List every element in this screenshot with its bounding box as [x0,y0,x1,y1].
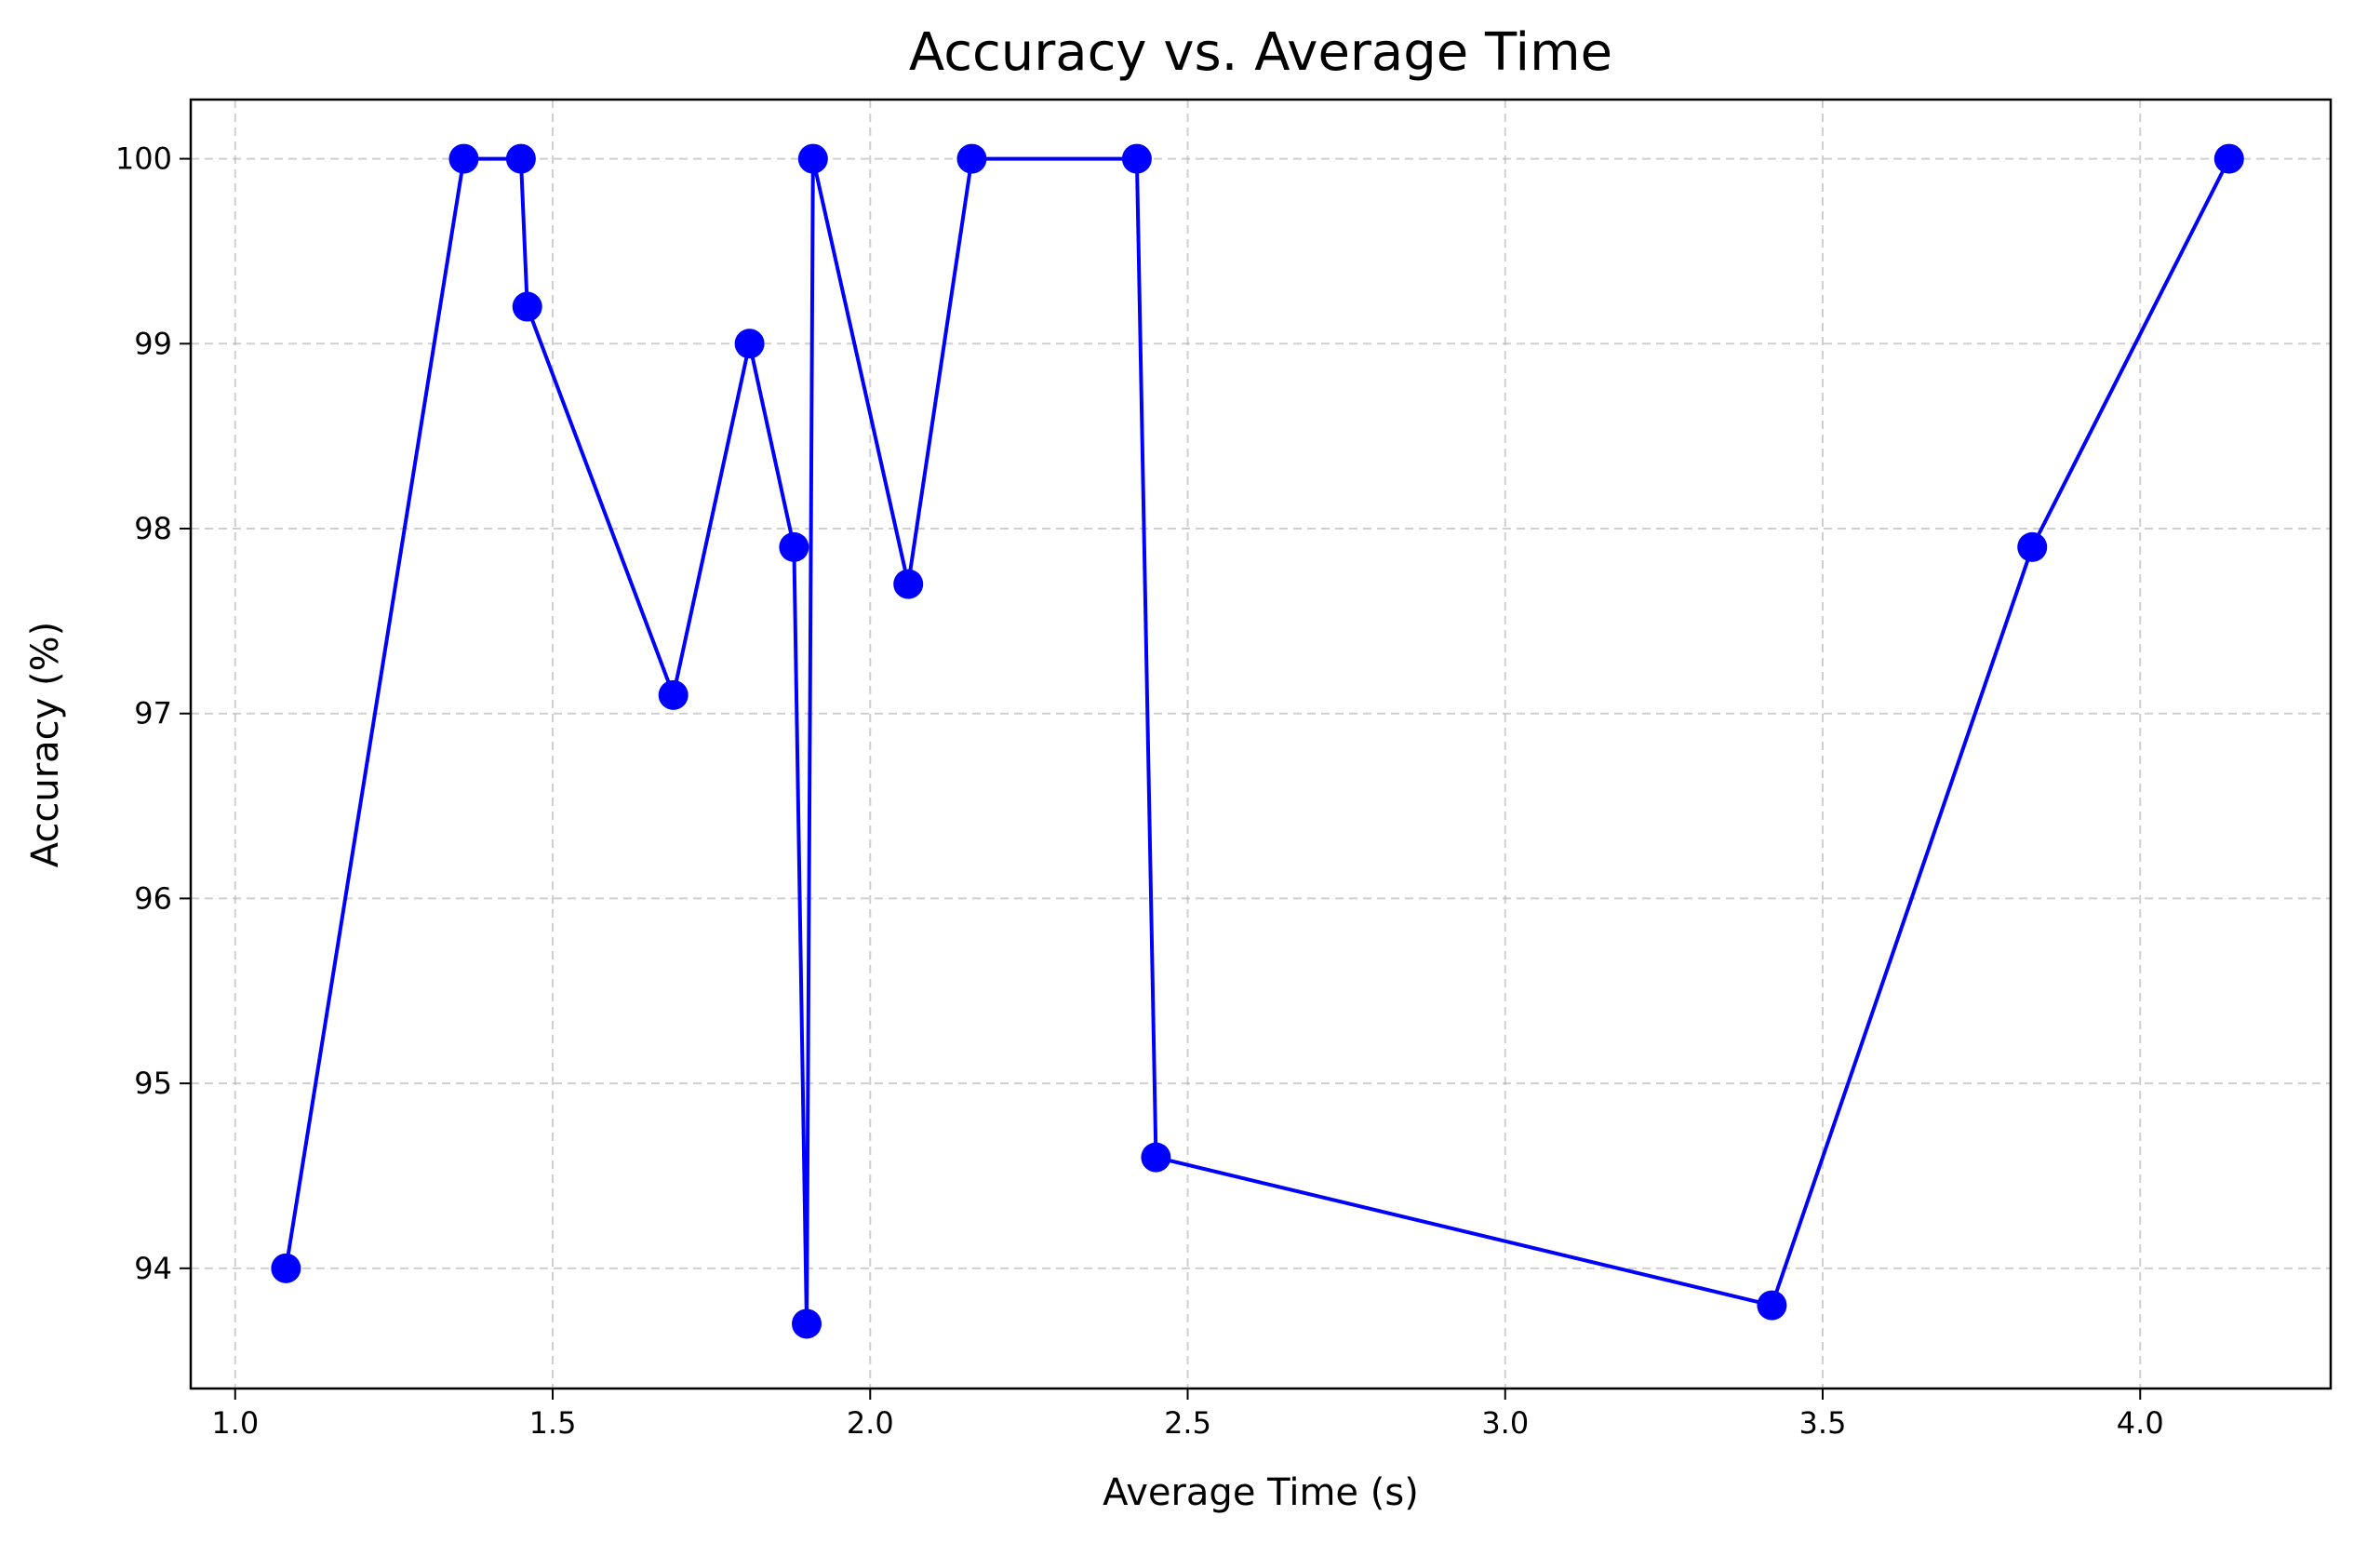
y-tick-label: 100 [115,141,172,177]
y-axis-label: Accuracy (%) [24,622,67,868]
data-point [1141,1142,1171,1173]
y-tick-label: 98 [134,511,172,546]
plot-area-frame [189,98,2333,1390]
data-point [505,143,536,174]
series-line [284,156,2231,1326]
x-tick-label: 1.5 [529,1405,577,1441]
x-tick-label: 4.0 [2117,1405,2164,1441]
y-tick-label: 95 [134,1066,172,1101]
data-point [734,329,765,359]
chart-title: Accuracy vs. Average Time [909,22,1612,83]
data-point [1121,143,1152,174]
data-point [1757,1290,1787,1321]
series-layer [271,143,2244,1339]
data-point [792,1308,822,1339]
data-point [2017,531,2048,562]
y-tick-label: 94 [134,1251,172,1286]
x-tick-label: 1.0 [211,1405,259,1441]
y-tick-label: 96 [134,880,172,916]
x-tick-label: 3.0 [1481,1405,1529,1441]
data-point [271,1253,301,1283]
y-tick-label: 97 [134,696,172,731]
y-tick-label: 99 [134,326,172,361]
data-point [658,679,689,710]
data-point [512,291,542,322]
data-point [448,143,479,174]
x-tick-label: 2.5 [1164,1405,1211,1441]
data-point [893,569,924,599]
x-tick-label: 3.5 [1799,1405,1847,1441]
axes-ticks: 1.0 1.5 2.0 2.5 3.0 3.5 4.0 94 95 96 97 98 99 100 [115,141,2164,1441]
data-point [797,143,828,174]
data-point [779,531,809,562]
x-axis-label: Average Time (s) [1103,1471,1419,1514]
data-point [956,143,987,174]
grid [191,100,2331,1389]
x-tick-label: 2.0 [847,1405,894,1441]
data-point [2213,143,2244,174]
